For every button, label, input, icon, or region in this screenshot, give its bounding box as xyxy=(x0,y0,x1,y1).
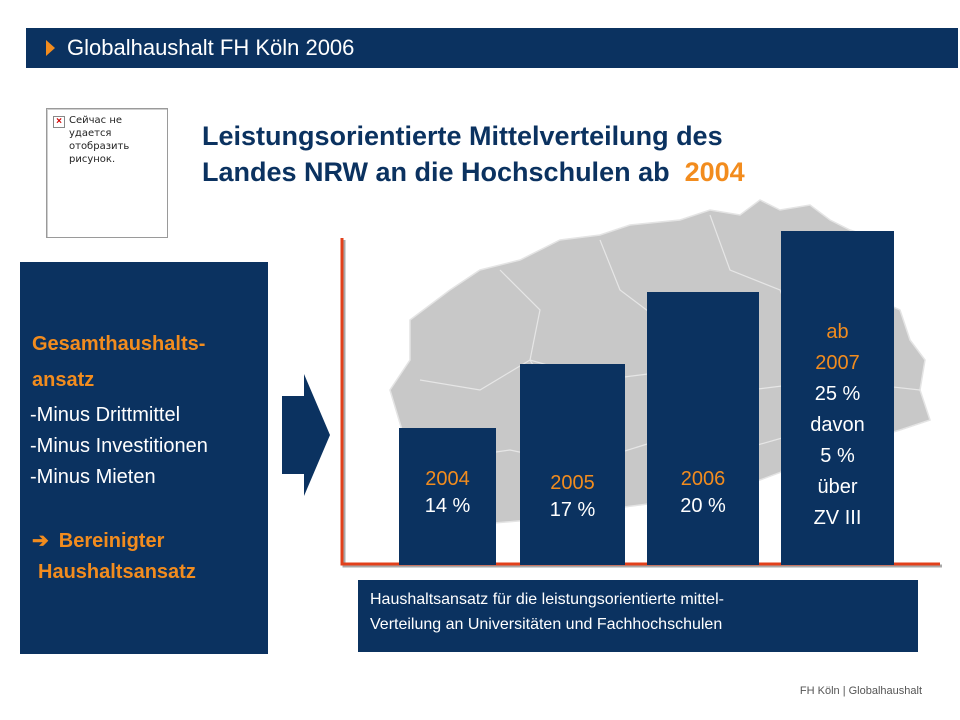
panel-heading-line2: ansatz xyxy=(32,369,95,391)
bar-2007-labels: ab 2007 25 % davon 5 % über ZV III xyxy=(781,231,894,534)
panel-result-line1: Bereinigter xyxy=(58,530,165,552)
panel-heading-line1: Gesamthaushalts- xyxy=(32,333,206,355)
bar-year-label: 2006 xyxy=(680,468,726,490)
list-item: -Minus Investitionen xyxy=(30,435,208,457)
big-right-arrow-icon xyxy=(282,374,330,496)
panel-result-line2: Haushaltsansatz xyxy=(38,561,196,583)
slide-title-line2: Landes NRW an die Hochschulen ab 2004 xyxy=(202,154,922,190)
slide-title: Leistungsorientierte Mittelverteilung de… xyxy=(202,118,922,190)
slide-title-year: 2004 xyxy=(684,157,745,187)
caption-line2: Verteilung an Universitäten und Fachhoch… xyxy=(370,616,723,633)
bar-percent-label: 17 % xyxy=(549,499,596,521)
right-arrow-icon: ➔ xyxy=(32,530,49,552)
panel-heading: Gesamthaushalts- ansatz xyxy=(32,326,292,398)
bar-year-label: 2007 xyxy=(815,352,860,374)
footer-text: FH Köln | Globalhaushalt xyxy=(799,685,922,697)
bar-2004-labels: 2004 14 % xyxy=(399,428,496,520)
bar-2006-labels: 2006 20 % xyxy=(647,292,759,520)
broken-image-icon: × xyxy=(53,116,65,128)
bar-percent-label: 20 % xyxy=(680,495,726,517)
chart-caption: Haushaltsansatz für die leistungsorienti… xyxy=(358,580,918,652)
slide-title-line1: Leistungsorientierte Mittelverteilung de… xyxy=(202,121,723,151)
bar-year-prefix: ab xyxy=(826,321,849,343)
bar-extra-label: ZV III xyxy=(813,507,862,529)
bar-percent-label: 25 % xyxy=(814,383,861,405)
bar-year-label: 2004 xyxy=(425,468,470,490)
broken-image-placeholder: × Сейчас не удается отобразить рисунок. xyxy=(46,108,168,238)
slide-header: Globalhaushalt FH Köln 2006 xyxy=(26,28,958,68)
bar-2007: ab 2007 25 % davon 5 % über ZV III xyxy=(781,231,894,565)
header-title: Globalhaushalt FH Köln 2006 xyxy=(67,35,355,60)
bar-2004: 2004 14 % xyxy=(399,428,496,565)
slide-title-line2-text: Landes NRW an die Hochschulen ab xyxy=(202,157,670,187)
deductions-list: -Minus Drittmittel -Minus Investitionen … xyxy=(30,400,300,493)
bar-extra-label: davon xyxy=(810,414,865,436)
bar-extra-label: über xyxy=(817,476,858,498)
left-info-panel: Gesamthaushalts- ansatz -Minus Drittmitt… xyxy=(20,262,268,654)
bar-2005-labels: 2005 17 % xyxy=(520,364,625,524)
panel-result: ➔ Bereinigter Haushaltsansatz xyxy=(32,526,292,588)
list-item: -Minus Mieten xyxy=(30,466,156,488)
bar-extra-label: 5 % xyxy=(820,445,855,467)
bar-percent-label: 14 % xyxy=(424,495,471,517)
list-item: -Minus Drittmittel xyxy=(30,404,181,426)
bar-year-label: 2005 xyxy=(550,472,595,494)
caption-line1: Haushaltsansatz für die leistungsorienti… xyxy=(370,591,724,608)
broken-image-text: Сейчас не удается отобразить рисунок. xyxy=(69,115,130,165)
bar-2005: 2005 17 % xyxy=(520,364,625,565)
header-arrow-icon xyxy=(46,40,55,56)
bar-2006: 2006 20 % xyxy=(647,292,759,565)
panel-result-line1-wrap: ➔ Bereinigter xyxy=(32,526,292,557)
